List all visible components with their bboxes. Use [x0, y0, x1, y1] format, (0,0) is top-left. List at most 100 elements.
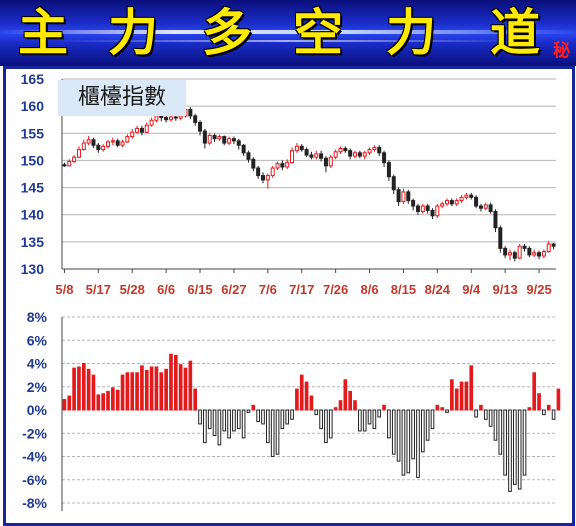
- candle-body: [391, 176, 396, 191]
- percent-bar: [169, 353, 173, 411]
- x-tick-label: 5/8: [55, 282, 73, 297]
- percent-bar: [450, 379, 454, 411]
- candle-body: [348, 150, 353, 157]
- candle-body: [333, 151, 338, 158]
- date-x-axis: 5/8 5/17 5/28 6/6 6/15 6/27 7/6 7/17 7/26 8/6 8/15…: [55, 269, 552, 297]
- percent-bar: [314, 409, 319, 416]
- candle-body: [251, 158, 256, 169]
- candle-body: [541, 251, 546, 257]
- candle-body: [106, 141, 111, 147]
- candle-body: [91, 139, 96, 146]
- percent-bar: [154, 366, 159, 411]
- candle-body: [260, 175, 265, 181]
- percent-bar: [377, 409, 382, 418]
- candle-body: [115, 140, 120, 146]
- candle-body: [125, 136, 130, 143]
- candle-body: [110, 140, 115, 143]
- price-tick-label: 150: [21, 152, 45, 168]
- percent-bar: [115, 389, 120, 411]
- percent-bar: [416, 409, 420, 478]
- candle-body: [488, 204, 493, 212]
- candle-body: [483, 204, 488, 209]
- candle-body: [139, 127, 144, 133]
- percent-bar: [353, 400, 357, 411]
- percent-bar: [324, 409, 328, 444]
- percent-bar: [246, 409, 251, 413]
- candle-body: [425, 205, 430, 211]
- candle-body: [507, 252, 512, 256]
- percent-bar: [207, 409, 212, 430]
- percent-bar: [430, 409, 435, 430]
- candle-body: [236, 140, 241, 146]
- candle-body: [367, 149, 372, 154]
- candle-body: [270, 167, 275, 177]
- percent-bar: [343, 379, 348, 411]
- percent-bar: [362, 409, 367, 432]
- percent-bar: [479, 404, 483, 411]
- price-tick-label: 145: [21, 180, 45, 196]
- candle-body: [532, 252, 537, 256]
- candle-body: [372, 146, 377, 151]
- percent-bar: [469, 365, 474, 411]
- percent-bar: [227, 409, 231, 439]
- price-tick-label: 160: [21, 98, 45, 114]
- banner-light-streak: [0, 30, 576, 34]
- percent-bar: [333, 407, 338, 411]
- candle-body: [144, 124, 149, 133]
- percent-bar: [551, 409, 556, 420]
- banner-light-streak: [0, 40, 576, 42]
- candle-body: [217, 136, 222, 140]
- candle-body: [396, 189, 401, 203]
- x-tick-label: 9/13: [492, 282, 517, 297]
- percent-bar: [144, 369, 149, 411]
- candle-body: [357, 152, 362, 157]
- candle-body: [537, 252, 542, 257]
- percent-tick-label: 8%: [27, 309, 48, 325]
- candle-body: [227, 138, 232, 144]
- chart-title-box: [58, 80, 186, 116]
- percent-bar: [440, 407, 445, 411]
- candle-body: [323, 157, 328, 167]
- candle-body: [435, 205, 440, 217]
- candle-body: [62, 164, 67, 167]
- percent-bar: [522, 409, 527, 476]
- percent-bar: [193, 388, 198, 411]
- percent-bar: [493, 409, 498, 441]
- percent-bar: [256, 409, 260, 423]
- candle-body: [304, 149, 309, 156]
- price-tick-label: 165: [21, 71, 45, 87]
- percent-grid: [62, 316, 556, 504]
- x-tick-label: 8/24: [425, 282, 451, 297]
- x-tick-label: 9/4: [462, 282, 481, 297]
- price-tick-label: 155: [21, 125, 45, 141]
- percent-bar: [86, 368, 91, 411]
- candle-body: [193, 115, 198, 123]
- banner-title-char: 力: [108, 3, 158, 62]
- candle-body: [86, 139, 91, 144]
- percent-bar: [401, 409, 406, 476]
- percent-bar: [290, 409, 294, 420]
- candle-body: [493, 210, 498, 229]
- candle-body: [314, 153, 319, 158]
- candle-body: [188, 108, 193, 117]
- percent-bar: [72, 367, 76, 411]
- banner-title-char: 道: [490, 3, 540, 62]
- candle-body: [469, 194, 474, 198]
- percent-bar: [503, 409, 507, 476]
- percent-bar: [304, 381, 309, 411]
- percent-bar: [203, 409, 207, 444]
- candle-body: [159, 115, 164, 119]
- candle-body: [294, 145, 299, 152]
- percent-bar: [309, 395, 314, 411]
- candle-body: [474, 196, 479, 207]
- x-tick-label: 6/6: [157, 282, 175, 297]
- candle-body: [212, 134, 217, 140]
- banner-title: 主 力 多 空 力 道: [0, 2, 576, 64]
- percent-bar: [120, 374, 125, 411]
- percent-bar: [372, 409, 377, 430]
- chart-title: 櫃檯指數: [77, 85, 166, 110]
- candle-body: [503, 247, 508, 256]
- candle-body: [478, 205, 483, 209]
- candle-body: [173, 116, 178, 119]
- percent-tick-label: 6%: [27, 332, 48, 348]
